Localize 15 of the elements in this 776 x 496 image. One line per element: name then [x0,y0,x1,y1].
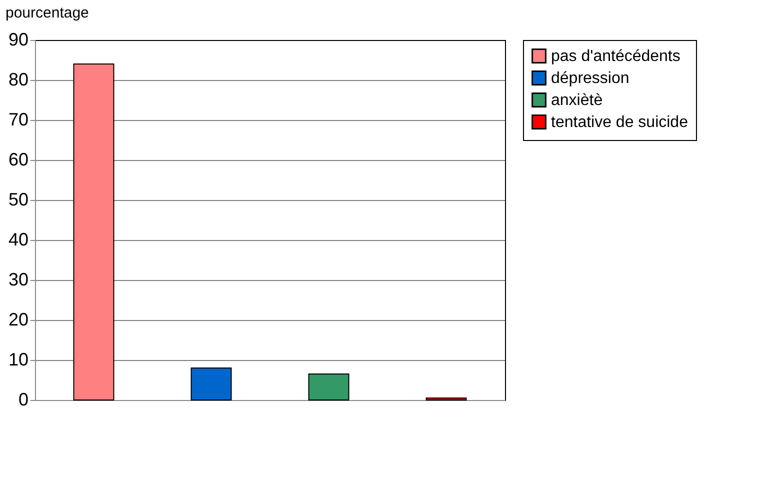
y-tick-label: 20 [8,310,28,330]
legend-label: dépression [551,70,630,87]
y-tick-label: 70 [8,110,28,130]
y-tick-label: 10 [8,350,28,370]
y-tick-label: 40 [8,230,28,250]
y-tick-label: 50 [8,190,28,210]
y-tick-label: 60 [8,150,28,170]
y-tick-label: 0 [18,390,28,410]
y-tick-label: 30 [8,270,28,290]
y-axis-title: pourcentage [6,4,89,22]
legend-label: anxiètè [551,92,603,109]
y-tick-label: 90 [8,30,28,50]
legend-label: pas d'antécédents [551,48,680,65]
legend-label: tentative de suicide [551,114,688,131]
y-tick-label: 80 [8,70,28,90]
